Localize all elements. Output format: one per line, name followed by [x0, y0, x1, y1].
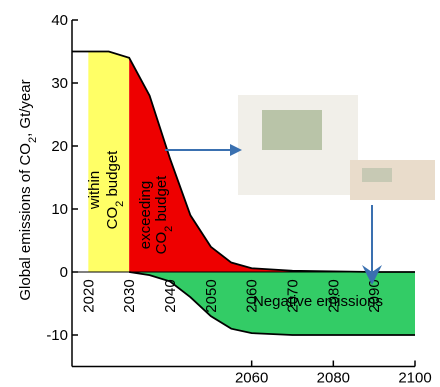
- y-axis-label: Global emissions of CO2, Gt/year: [17, 79, 39, 300]
- y-tick-label: 20: [51, 138, 68, 155]
- annotation: exceeding: [137, 181, 154, 249]
- photo-money: [362, 168, 392, 182]
- annotation-part: budget: [104, 150, 121, 201]
- y-label-rest: , Gt/year: [17, 79, 34, 137]
- y-tick-label: 10: [51, 201, 68, 218]
- y-tick-label: 0: [60, 264, 68, 281]
- y-label-main: Global emissions of CO: [17, 143, 34, 301]
- y-tick-label: -10: [46, 327, 68, 344]
- x-tick-label: 2100: [398, 370, 431, 387]
- annotation-part: CO: [104, 207, 121, 230]
- inner-x-tick-label: 2050: [203, 279, 220, 312]
- y-tick-label: 30: [51, 75, 68, 92]
- annotation: Negative emissions: [253, 293, 383, 310]
- y-tick-label: 40: [51, 12, 68, 29]
- chart: 40 30 20 10 0 -10 2060 2080 2100 2020 2030 2040 2050…: [0, 0, 440, 387]
- annotation-part: CO: [153, 232, 170, 255]
- annotation-part: budget: [153, 175, 170, 226]
- x-tick-label: 2080: [317, 370, 350, 387]
- x-tick-label: 2060: [235, 370, 268, 387]
- photo-money: [262, 110, 322, 150]
- annotation: within: [86, 171, 103, 210]
- inner-x-tick-label: 2040: [162, 279, 179, 312]
- inner-x-tick-label: 2030: [121, 279, 138, 312]
- inner-x-tick-label: 2020: [80, 279, 97, 312]
